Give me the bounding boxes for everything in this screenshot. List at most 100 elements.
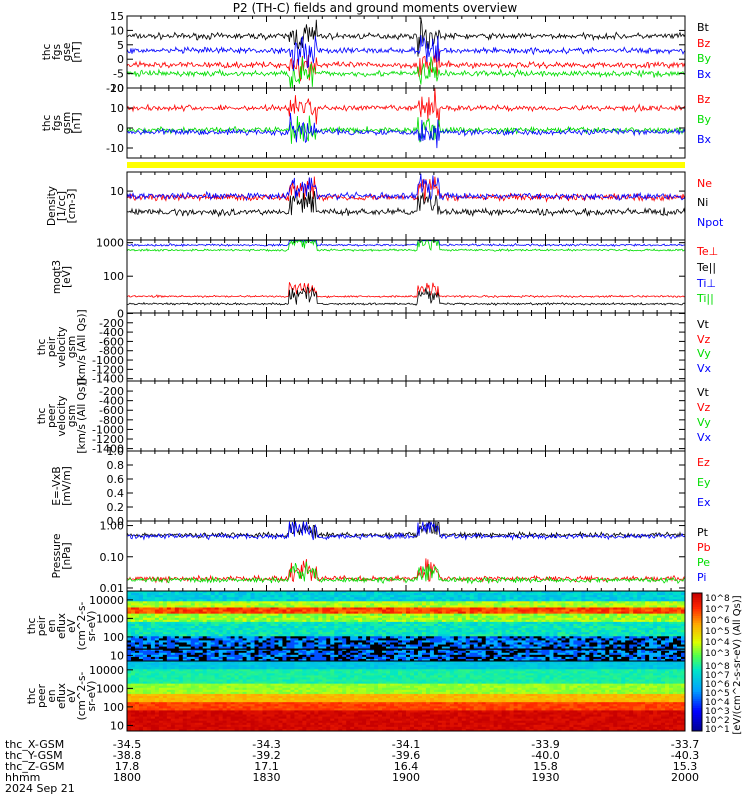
heatmap-cell	[537, 656, 542, 660]
heatmap-cell	[362, 601, 367, 604]
heatmap-cell	[150, 597, 156, 600]
heatmap-cell	[469, 656, 475, 660]
heatmap-cell	[162, 615, 168, 619]
heatmap-cell	[350, 607, 355, 610]
heatmap-cell	[569, 642, 574, 645]
heatmap-cell	[190, 593, 196, 596]
heatmap-cell	[413, 648, 419, 652]
heatmap-cell	[206, 654, 211, 658]
heatmap-cell	[194, 617, 200, 621]
heatmap-cell	[445, 632, 451, 635]
heatmap-cell	[581, 597, 586, 600]
heatmap-cell	[541, 644, 546, 647]
heatmap-cell	[413, 597, 419, 600]
heatmap-cell	[557, 634, 562, 637]
heatmap-cell	[425, 619, 431, 623]
heatmap-cell	[537, 646, 542, 649]
heatmap-cell	[274, 595, 279, 598]
heatmap-cell	[206, 597, 211, 600]
heatmap-cell	[406, 650, 411, 654]
heatmap-cell	[274, 646, 279, 649]
y-tick-label: 0	[117, 122, 124, 135]
heatmap-cell	[513, 648, 518, 652]
heatmap-cell	[266, 652, 271, 656]
heatmap-cell	[362, 652, 367, 656]
heatmap-cell	[186, 638, 192, 641]
heatmap-cell	[394, 636, 399, 639]
heatmap-cell	[154, 605, 160, 608]
heatmap-cell	[481, 609, 487, 612]
heatmap-cell	[262, 597, 267, 600]
heatmap-cell	[278, 648, 283, 652]
heatmap-cell	[533, 648, 538, 652]
heatmap-cell	[218, 646, 223, 649]
heatmap-cell	[469, 644, 475, 647]
heatmap-cell	[222, 609, 227, 612]
heatmap-cell	[142, 617, 148, 621]
heatmap-cell	[318, 603, 323, 606]
heatmap-cell	[569, 626, 574, 629]
heatmap-cell	[433, 621, 439, 625]
heatmap-cell	[409, 634, 415, 637]
heatmap-cell	[290, 650, 295, 654]
heatmap-cell	[390, 623, 395, 627]
heatmap-cell	[290, 605, 295, 608]
heatmap-cell	[262, 648, 267, 652]
heatmap-cell	[318, 597, 323, 600]
y-tick-label: 1.00	[100, 520, 125, 533]
heatmap-cell	[505, 630, 510, 633]
heatmap-cell	[262, 656, 267, 660]
heatmap-cell	[593, 650, 598, 654]
heatmap-cell	[549, 607, 554, 610]
heatmap-cell	[262, 646, 267, 649]
heatmap-cell	[274, 619, 279, 623]
heatmap-cell	[445, 646, 451, 649]
heatmap-cell	[286, 613, 291, 617]
heatmap-cell	[294, 619, 299, 623]
heatmap-cell	[445, 650, 451, 654]
heatmap-cell	[226, 634, 231, 637]
heatmap-cell	[517, 613, 522, 617]
heatmap-cell	[234, 632, 239, 635]
heatmap-cell	[421, 609, 427, 612]
heatmap-cell	[170, 591, 176, 594]
heatmap-cell	[218, 632, 223, 635]
heatmap-cell	[545, 597, 550, 600]
heatmap-cell	[394, 654, 399, 658]
heatmap-cell	[254, 613, 259, 617]
heatmap-cell	[525, 628, 530, 631]
heatmap-cell	[242, 613, 247, 617]
heatmap-cell	[413, 591, 419, 594]
heatmap-cell	[278, 652, 283, 656]
heatmap-cell	[242, 656, 247, 660]
heatmap-cell	[290, 652, 295, 656]
heatmap-cell	[402, 628, 407, 631]
heatmap-cell	[134, 593, 140, 596]
heatmap-cell	[342, 634, 347, 637]
heatmap-cell	[294, 591, 299, 594]
heatmap-cell	[525, 607, 530, 610]
heatmap-cell	[402, 623, 407, 627]
heatmap-cell	[413, 619, 419, 623]
heatmap-cell	[298, 626, 303, 629]
heatmap-cell	[166, 636, 172, 639]
heatmap-cell	[346, 619, 351, 623]
heatmap-cell	[162, 634, 168, 637]
heatmap-cell	[134, 640, 140, 643]
heatmap-cell	[338, 619, 343, 623]
heatmap-cell	[406, 605, 411, 608]
heatmap-cell	[306, 607, 311, 610]
heatmap-cell	[505, 597, 510, 600]
heatmap-cell	[402, 636, 407, 639]
heatmap-cell	[417, 591, 423, 594]
heatmap-cell	[561, 617, 566, 621]
heatmap-cell	[298, 597, 303, 600]
heatmap-cell	[457, 640, 463, 643]
heatmap-cell	[413, 615, 419, 619]
heatmap-cell	[294, 599, 299, 602]
heatmap-cell	[226, 630, 231, 633]
heatmap-cell	[473, 628, 479, 631]
heatmap-cell	[406, 630, 411, 633]
heatmap-cell	[585, 591, 590, 594]
heatmap-cell	[346, 642, 351, 645]
